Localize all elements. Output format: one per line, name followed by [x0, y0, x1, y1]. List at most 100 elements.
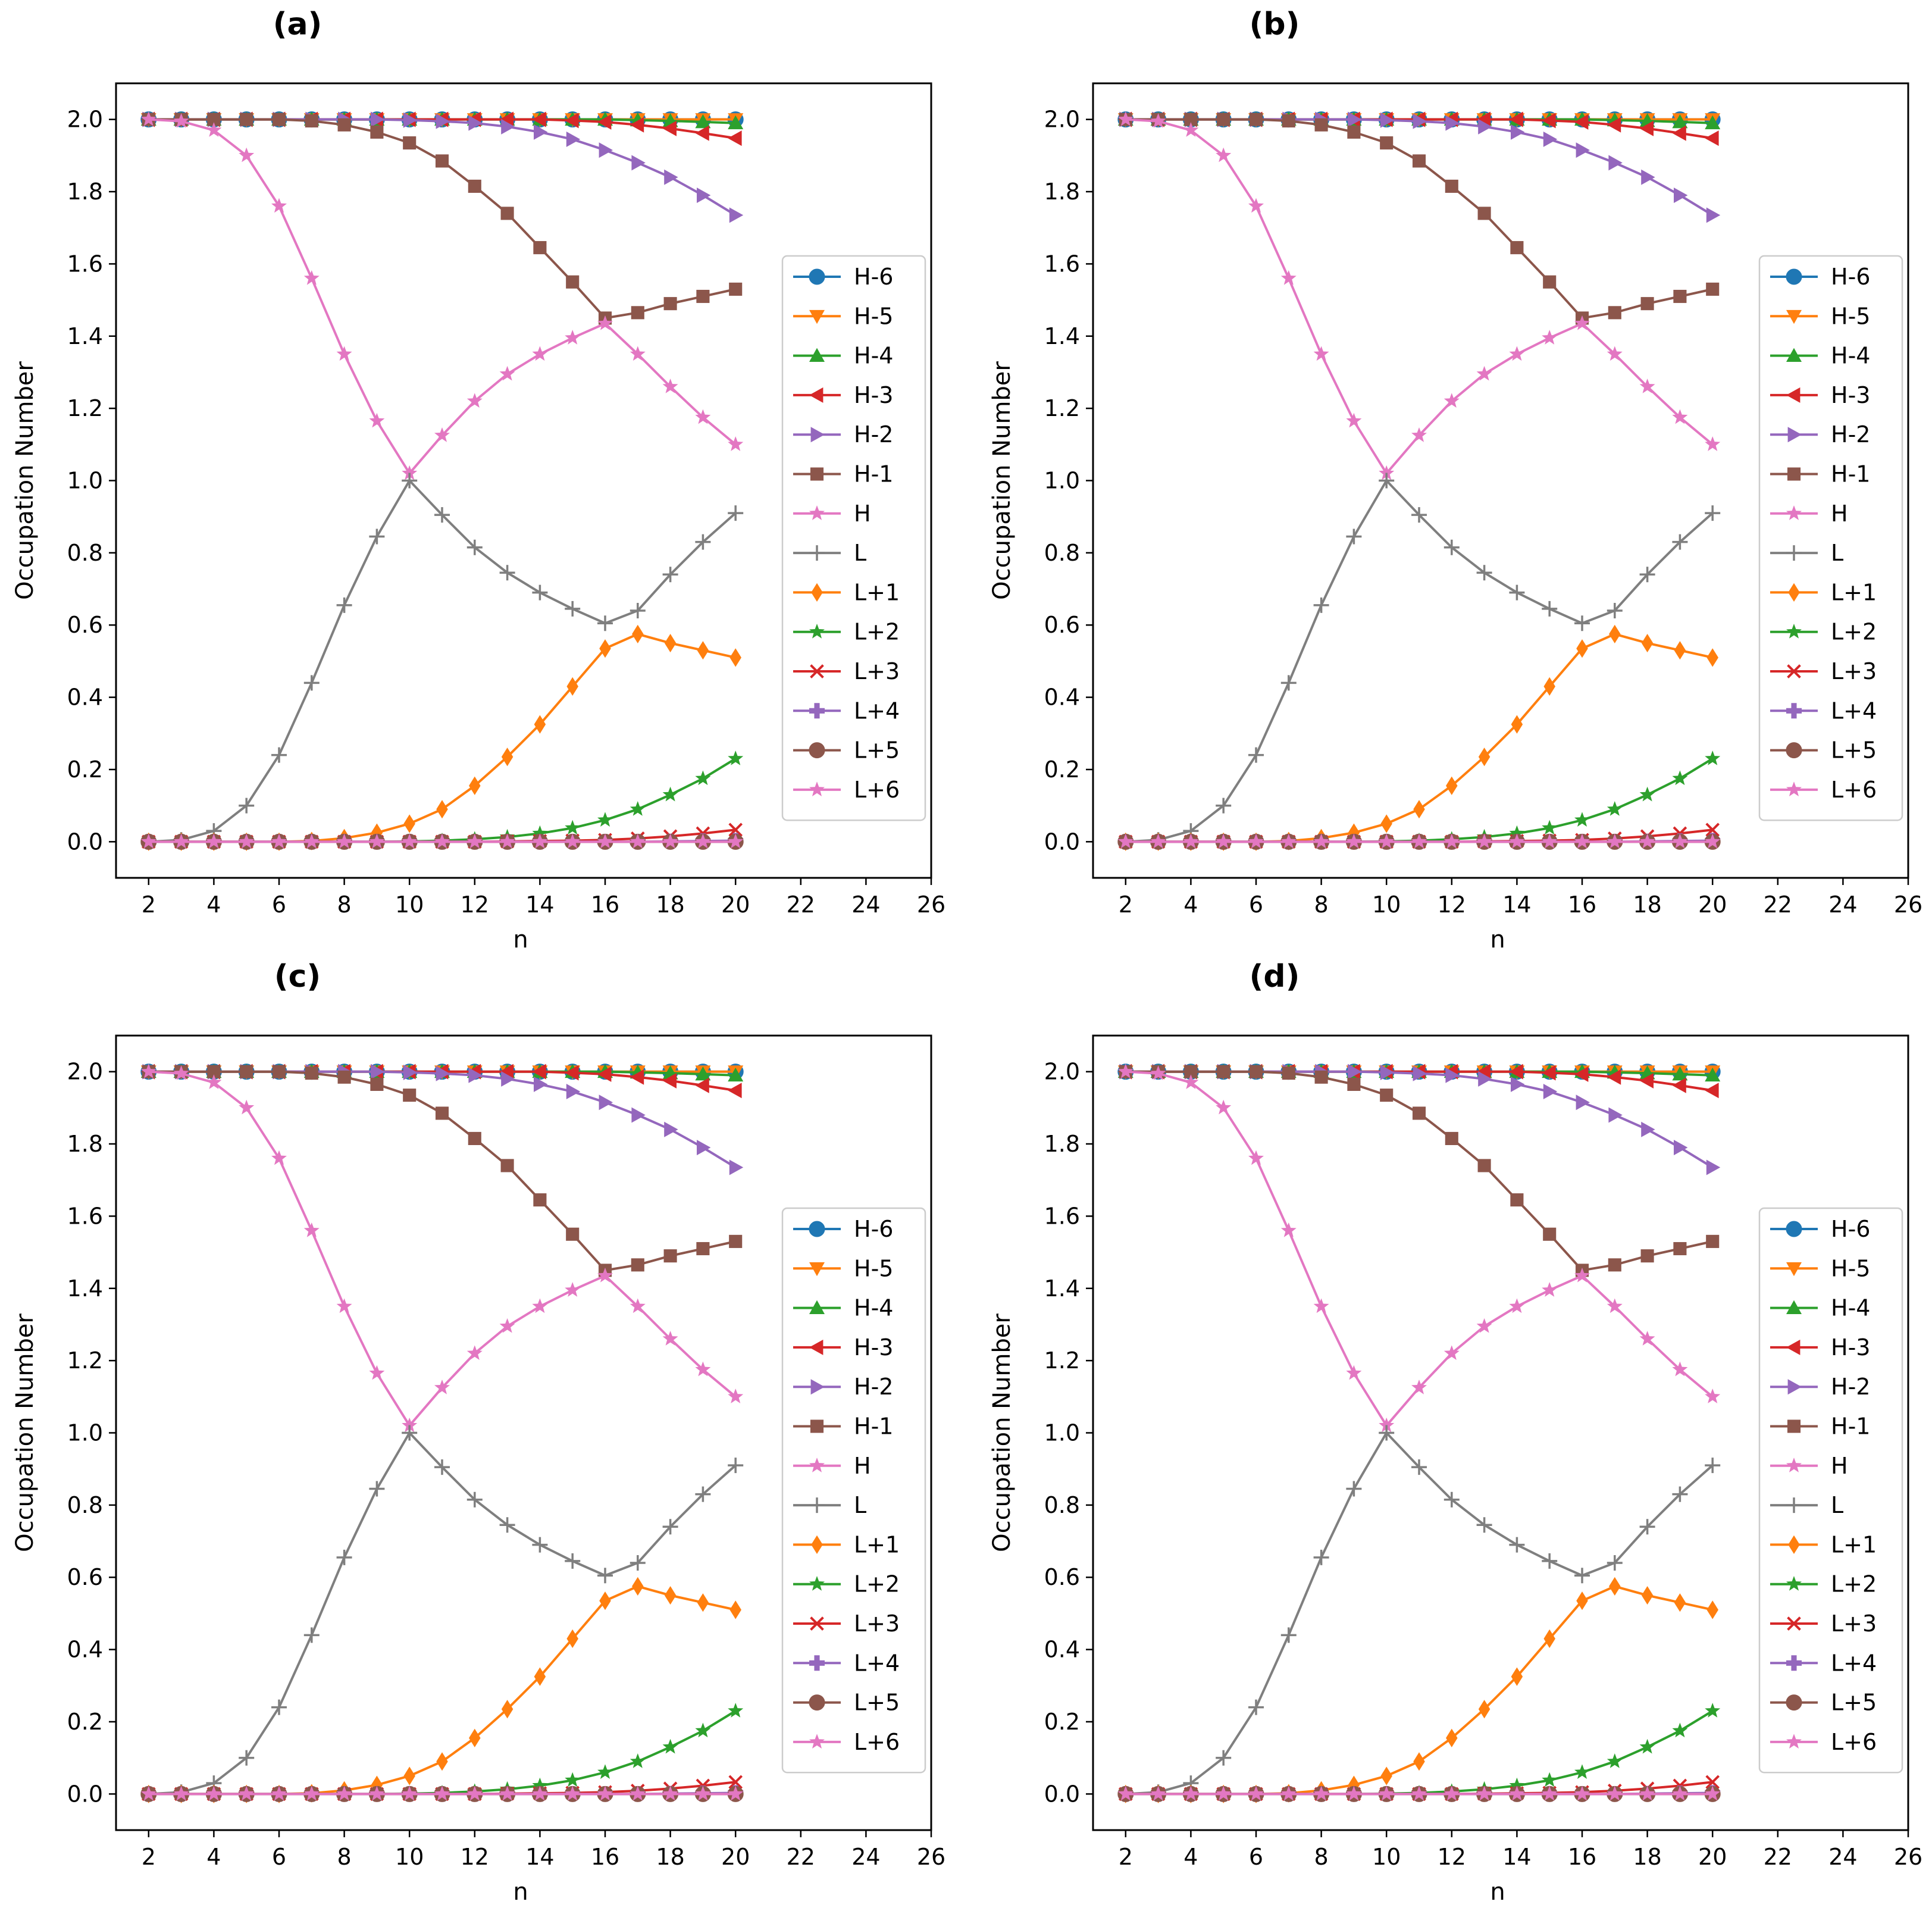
data-point: [1608, 1107, 1623, 1123]
data-point: [1413, 1752, 1425, 1771]
legend-label: H-6: [1831, 264, 1870, 290]
data-point: [305, 1067, 318, 1080]
legend-swatch-marker: [1786, 781, 1802, 796]
data-point: [1248, 1699, 1264, 1715]
data-point: [532, 1537, 548, 1553]
series-layer: [1117, 111, 1721, 851]
data-point: [436, 1065, 450, 1081]
legend-swatch-marker: [809, 703, 825, 719]
data-point: [1476, 1785, 1492, 1801]
legend-swatch-marker: [1787, 1616, 1801, 1631]
data-point: [1574, 1764, 1590, 1779]
data-point: [697, 641, 709, 660]
y-tick-label: 1.4: [67, 323, 103, 349]
legend-label: H-2: [854, 421, 893, 448]
legend-swatch-marker: [1786, 1300, 1802, 1314]
data-point: [1478, 118, 1492, 135]
data-point: [1248, 1785, 1264, 1801]
data-point: [469, 776, 481, 795]
y-tick-label: 2.0: [1044, 107, 1080, 133]
data-point: [695, 1066, 711, 1081]
data-point: [728, 823, 743, 837]
legend-item: H-5: [793, 303, 893, 329]
data-point: [696, 289, 710, 304]
legend-swatch-marker: [1786, 1655, 1802, 1671]
legend-label: H-6: [854, 1216, 893, 1242]
y-tick-label: 1.2: [1044, 1347, 1080, 1374]
legend-item: L+1: [793, 1531, 900, 1558]
y-tick-label: 1.6: [1044, 251, 1080, 277]
legend-label: H: [1831, 501, 1848, 527]
x-tick-label: 22: [1764, 892, 1792, 918]
data-point: [599, 1591, 611, 1610]
data-point: [1705, 1703, 1721, 1718]
legend-label: L+2: [1831, 1571, 1877, 1597]
legend-label: L+2: [854, 1571, 900, 1597]
data-point: [662, 1519, 678, 1535]
data-point: [1477, 1159, 1491, 1172]
x-tick-label: 4: [1183, 1844, 1198, 1870]
data-point: [206, 1785, 222, 1801]
data-point: [501, 1071, 515, 1087]
data-point: [1347, 1077, 1361, 1091]
legend-item: H-2: [1770, 421, 1870, 448]
data-point: [630, 801, 646, 816]
x-tick-label: 18: [656, 1844, 684, 1870]
x-tick-label: 12: [1438, 1844, 1466, 1870]
y-tick-label: 1.8: [67, 179, 103, 205]
legend-swatch-marker: [810, 427, 825, 443]
legend-swatch-marker: [809, 1734, 825, 1749]
legend-swatch-marker: [809, 545, 825, 561]
data-point: [1542, 1772, 1558, 1787]
legend-item: L+1: [1770, 1531, 1877, 1558]
legend-label: H-1: [854, 461, 893, 487]
data-point: [1673, 1241, 1687, 1256]
data-point: [1542, 1065, 1556, 1081]
legend-label: L+3: [1831, 1610, 1877, 1637]
panel-b: (b)2 4 6 8 10 12 14 16 18 20 22 24 260.00.20.40.60.8…: [988, 7, 1922, 953]
data-point: [369, 1365, 385, 1380]
data-point: [207, 1065, 221, 1078]
legend-label: H-4: [1831, 1295, 1870, 1321]
legend-swatch-marker: [809, 1300, 825, 1314]
data-point: [1183, 1074, 1199, 1089]
data-point: [272, 112, 286, 126]
data-point: [434, 833, 450, 849]
x-tick-label: 2: [1119, 892, 1133, 918]
legend-item: L+5: [793, 1690, 900, 1716]
y-tick-label: 0.8: [67, 540, 103, 566]
data-point: [532, 346, 548, 361]
data-point: [1706, 1234, 1720, 1248]
legend-item: H-1: [793, 461, 893, 487]
legend-label: H-2: [854, 1374, 893, 1400]
x-tick-label: 24: [1828, 1844, 1857, 1870]
data-point: [1705, 1083, 1719, 1099]
legend-label: L+3: [854, 1610, 900, 1637]
data-point: [1672, 1722, 1688, 1738]
data-point: [532, 825, 548, 840]
y-tick-label: 0.2: [1044, 1709, 1080, 1735]
data-point: [695, 409, 711, 424]
x-tick-label: 12: [461, 1844, 489, 1870]
data-point: [566, 132, 581, 148]
legend-swatch-marker: [1786, 703, 1802, 719]
data-point: [565, 1065, 579, 1081]
legend-swatch-marker: [809, 781, 825, 796]
legend-label: L+5: [1831, 1690, 1877, 1716]
data-point: [239, 1785, 255, 1801]
x-tick-label: 18: [1633, 892, 1661, 918]
data-point: [565, 1785, 581, 1801]
legend-label: H-6: [1831, 1216, 1870, 1242]
legend-item: H-6: [1770, 1216, 1870, 1242]
legend-item: H-1: [1770, 1413, 1870, 1440]
data-point: [403, 1089, 417, 1102]
data-point: [1476, 365, 1492, 381]
data-point: [1380, 814, 1392, 833]
data-point: [1380, 1064, 1395, 1080]
data-point: [336, 1785, 352, 1801]
data-point: [632, 624, 644, 643]
data-point: [664, 633, 677, 653]
legend-label: L+1: [1831, 579, 1877, 605]
legend-swatch-marker: [1786, 1339, 1801, 1355]
data-point: [1411, 1459, 1427, 1475]
